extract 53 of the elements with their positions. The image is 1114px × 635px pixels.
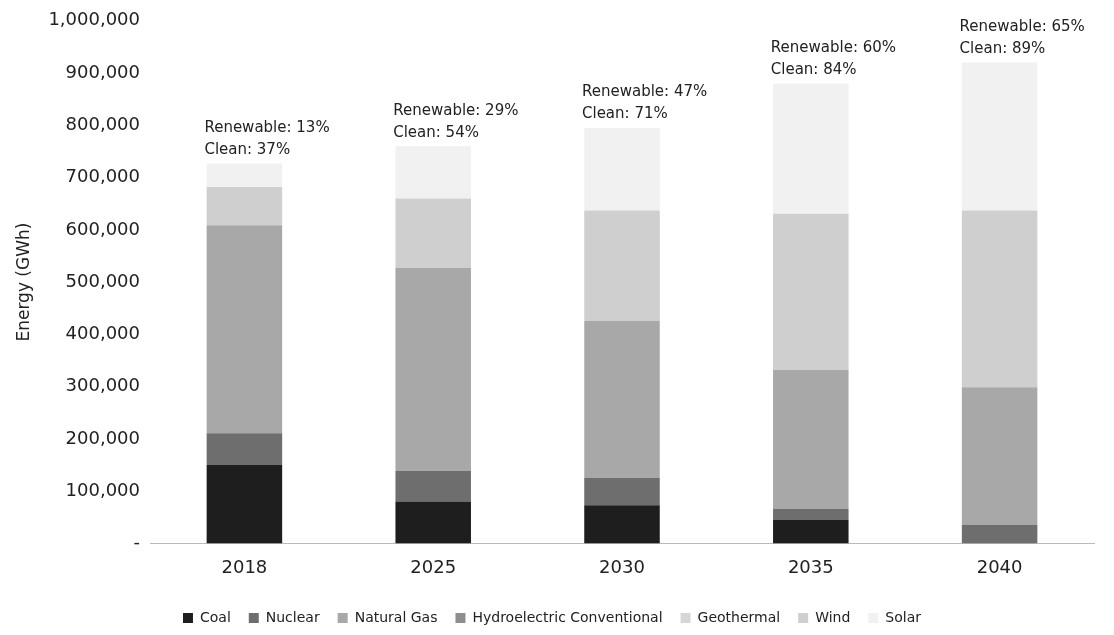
y-tick-label: 600,000	[65, 217, 141, 239]
bar	[206, 186, 283, 226]
legend-label: Hydroelectric Conventional	[472, 608, 663, 625]
y-axis-title: Energy (GWh)	[12, 222, 33, 342]
x-tick-label: 2025	[410, 555, 457, 577]
bar	[584, 127, 660, 211]
bar	[206, 433, 283, 466]
bar	[395, 470, 471, 502]
annotation: Renewable: 47% Clean: 71%	[582, 82, 708, 123]
annotation: Renewable: 65% Clean: 89%	[959, 17, 1085, 57]
x-tick-label: 2035	[787, 555, 834, 577]
bar	[773, 519, 849, 544]
bar	[773, 213, 849, 370]
bar	[773, 508, 849, 520]
legend-label: Natural Gas	[354, 608, 438, 625]
y-tick-label: 800,000	[65, 112, 141, 134]
y-tick-label: 1,000,000	[48, 8, 141, 30]
annotation: Renewable: 29% Clean: 54%	[393, 100, 519, 141]
bar	[206, 465, 283, 544]
bar	[206, 225, 283, 434]
x-tick-label: 2040	[976, 555, 1023, 577]
legend-label: Wind	[815, 608, 851, 625]
bar	[395, 501, 471, 544]
y-tick-label: 700,000	[65, 165, 141, 187]
annotation: Renewable: 60% Clean: 84%	[770, 37, 897, 78]
x-tick-label: 2018	[221, 555, 268, 577]
bar	[584, 478, 660, 506]
legend-label: Nuclear	[265, 608, 320, 625]
bar	[584, 210, 660, 321]
y-tick-label: 200,000	[65, 426, 141, 448]
bar	[961, 62, 1038, 211]
annotation: Renewable: 13% Clean: 37%	[204, 117, 330, 158]
bar	[395, 146, 471, 199]
legend-label: Geothermal	[697, 608, 781, 625]
y-tick-label: 400,000	[65, 322, 141, 344]
bar	[395, 267, 471, 471]
bar	[961, 387, 1038, 526]
y-tick-label: -	[133, 531, 141, 553]
x-tick-label: 2030	[599, 555, 645, 577]
bar	[584, 505, 660, 544]
bar	[584, 320, 660, 479]
bar	[961, 525, 1038, 544]
bar	[395, 198, 471, 268]
y-tick-label: 100,000	[65, 478, 141, 500]
legend-label: Solar	[885, 608, 922, 625]
y-tick-label: 500,000	[65, 269, 141, 291]
bar	[773, 369, 849, 509]
bar	[773, 83, 849, 214]
bar	[961, 210, 1038, 388]
bar	[206, 163, 283, 187]
legend-label: Coal	[199, 608, 231, 625]
y-tick-label: 900,000	[65, 60, 141, 82]
y-tick-label: 300,000	[65, 374, 141, 396]
